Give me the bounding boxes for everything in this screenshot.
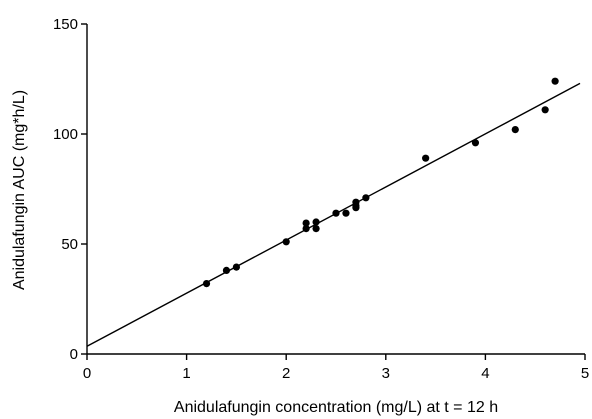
data-point xyxy=(302,225,310,233)
data-point xyxy=(342,209,350,217)
x-tick-label: 2 xyxy=(282,365,290,382)
data-point xyxy=(202,280,211,288)
data-point xyxy=(312,218,320,226)
x-tick-label: 0 xyxy=(83,365,91,382)
y-axis-label: Anidulafungin AUC (mg*h/L) xyxy=(11,90,28,290)
data-point xyxy=(551,77,559,85)
data-point xyxy=(302,219,310,227)
data-point xyxy=(541,106,549,114)
y-tick-label: 0 xyxy=(70,346,78,363)
axes xyxy=(86,24,585,355)
y-tick-label: 50 xyxy=(61,236,78,253)
x-tick-label: 5 xyxy=(581,365,589,382)
data-point xyxy=(352,198,360,206)
x-tick-label: 4 xyxy=(481,365,489,382)
data-point xyxy=(422,154,430,162)
data-point xyxy=(312,225,320,233)
data-points-layer xyxy=(202,77,559,288)
data-point xyxy=(511,126,519,134)
data-point xyxy=(222,266,231,274)
data-point xyxy=(471,139,480,147)
data-point xyxy=(282,238,290,246)
x-axis-label: Anidulafungin concentration (mg/L) at t … xyxy=(174,399,498,416)
y-tick-label: 100 xyxy=(53,126,78,143)
x-tick-label: 3 xyxy=(382,365,390,382)
data-point xyxy=(232,263,240,271)
y-tick-label: 150 xyxy=(53,16,78,33)
data-point xyxy=(332,209,340,217)
x-tick-label: 1 xyxy=(182,365,190,382)
data-point xyxy=(362,194,370,202)
